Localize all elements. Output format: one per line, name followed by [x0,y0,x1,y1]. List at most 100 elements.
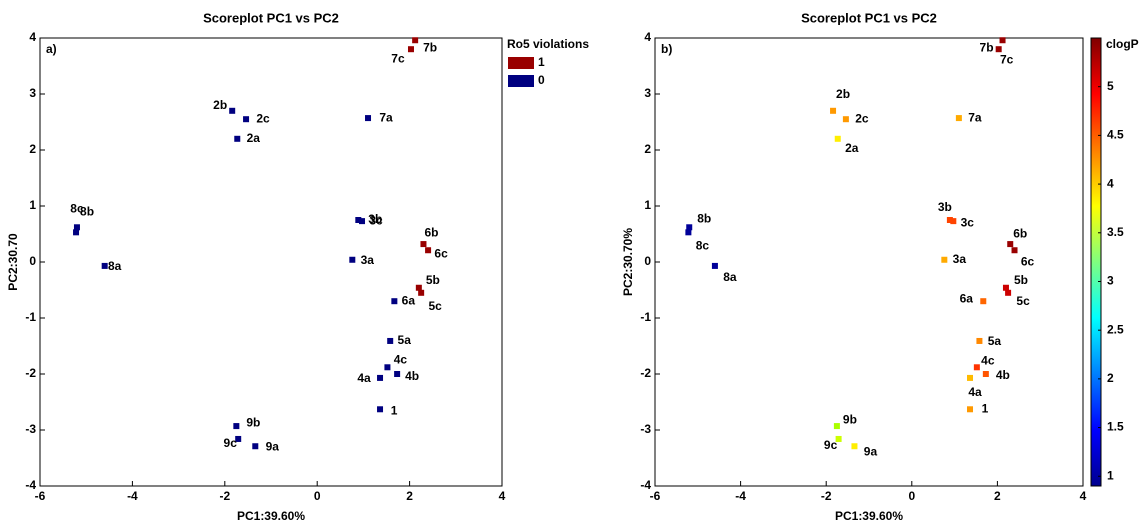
colorbar-tick-label: 1 [1107,468,1114,482]
point-label: 4b [405,369,419,383]
point [407,46,414,53]
point [1007,241,1014,248]
point [711,262,718,269]
point [73,224,80,231]
colorbar-tick-label: 5 [1107,79,1114,93]
point [412,37,419,44]
legend-label: 0 [538,73,545,87]
y-tick-label: -4 [640,478,651,492]
point-label: 2a [247,131,261,145]
point-label: 8a [108,259,122,273]
point-label: 8b [80,204,94,218]
x-tick-label: -2 [219,489,230,503]
point-label: 3a [953,252,967,266]
legend-swatch [508,75,534,87]
colorbar-tick-label: 1.5 [1107,420,1124,434]
point [955,115,962,122]
point [982,371,989,377]
colorbar-tick-label: 3.5 [1107,225,1124,239]
point-label: 6b [1013,226,1027,240]
point [101,262,108,269]
colorbar-tick-label: 2.5 [1107,322,1124,336]
point [391,298,398,305]
y-tick-label: 0 [644,254,651,268]
y-tick-label: 2 [29,142,36,156]
point [377,374,384,381]
colorbar-tick-label: 4.5 [1107,128,1124,142]
legend-label: 1 [538,55,545,69]
point [394,371,401,377]
point-label: 5c [1016,294,1030,308]
point [365,115,372,122]
point-label: 4c [394,352,408,366]
colorbar-tick-label: 4 [1107,176,1114,190]
y-axis-label: PC2:30.70% [621,228,635,296]
point [229,107,236,114]
point-label: 3c [961,215,975,229]
point-label: 9b [843,412,857,426]
point [1002,284,1009,291]
y-tick-label: -1 [25,310,36,324]
legend-title: Ro5 violations [507,37,589,51]
point [976,337,983,344]
point [384,364,391,371]
point-label: 6c [1021,254,1035,268]
point [425,247,432,254]
x-tick-label: 2 [406,489,413,503]
y-tick-label: 3 [29,86,36,100]
point-label: 2a [845,141,859,155]
point-label: 9a [266,439,280,453]
point-label: 2b [213,98,227,112]
legend-swatch [508,57,534,69]
point [73,229,80,236]
x-tick-label: 0 [908,489,915,503]
point-label: 7a [968,110,982,124]
point [243,116,250,123]
y-tick-label: -1 [640,310,651,324]
x-tick-label: -4 [127,489,138,503]
point [685,229,692,236]
point [415,284,422,291]
y-tick-label: -2 [640,366,651,380]
point-label: 4c [981,353,995,367]
colorbar-tick-label: 3 [1107,274,1114,288]
x-axis-label: PC1:39.60% [835,509,903,523]
y-tick-label: 4 [29,30,36,44]
point-label: 5b [1014,273,1028,287]
point [967,374,974,381]
y-tick-label: -3 [640,422,651,436]
point [234,135,241,142]
point-label: 2b [836,87,850,101]
plot-frame [654,37,1084,487]
point-label: 5a [398,333,412,347]
panel-label: b) [661,42,672,56]
point [1011,247,1018,254]
point [1005,289,1012,296]
y-tick-label: 0 [29,254,36,268]
x-tick-label: -4 [735,489,746,503]
point [252,443,259,450]
point [359,218,366,225]
point [830,107,837,114]
point [950,218,957,225]
point-label: 9a [864,444,878,458]
x-tick-label: 2 [994,489,1001,503]
point [349,256,356,263]
point [941,256,948,263]
point [418,289,425,296]
colorbar [1090,37,1102,487]
x-tick-label: 0 [314,489,321,503]
y-tick-label: 1 [644,198,651,212]
colorbar-label: clogP [1106,37,1139,51]
point-label: 9b [246,415,260,429]
point [842,116,849,123]
y-axis-label: PC2:30.70 [6,233,20,291]
x-tick-label: -2 [821,489,832,503]
point [995,46,1002,53]
x-axis-label: PC1:39.60% [237,509,305,523]
point-label: 4a [357,371,371,385]
point-label: 7b [423,40,437,54]
point-label: 2c [855,111,869,125]
point-label: 8b [697,211,711,225]
point [377,406,384,413]
